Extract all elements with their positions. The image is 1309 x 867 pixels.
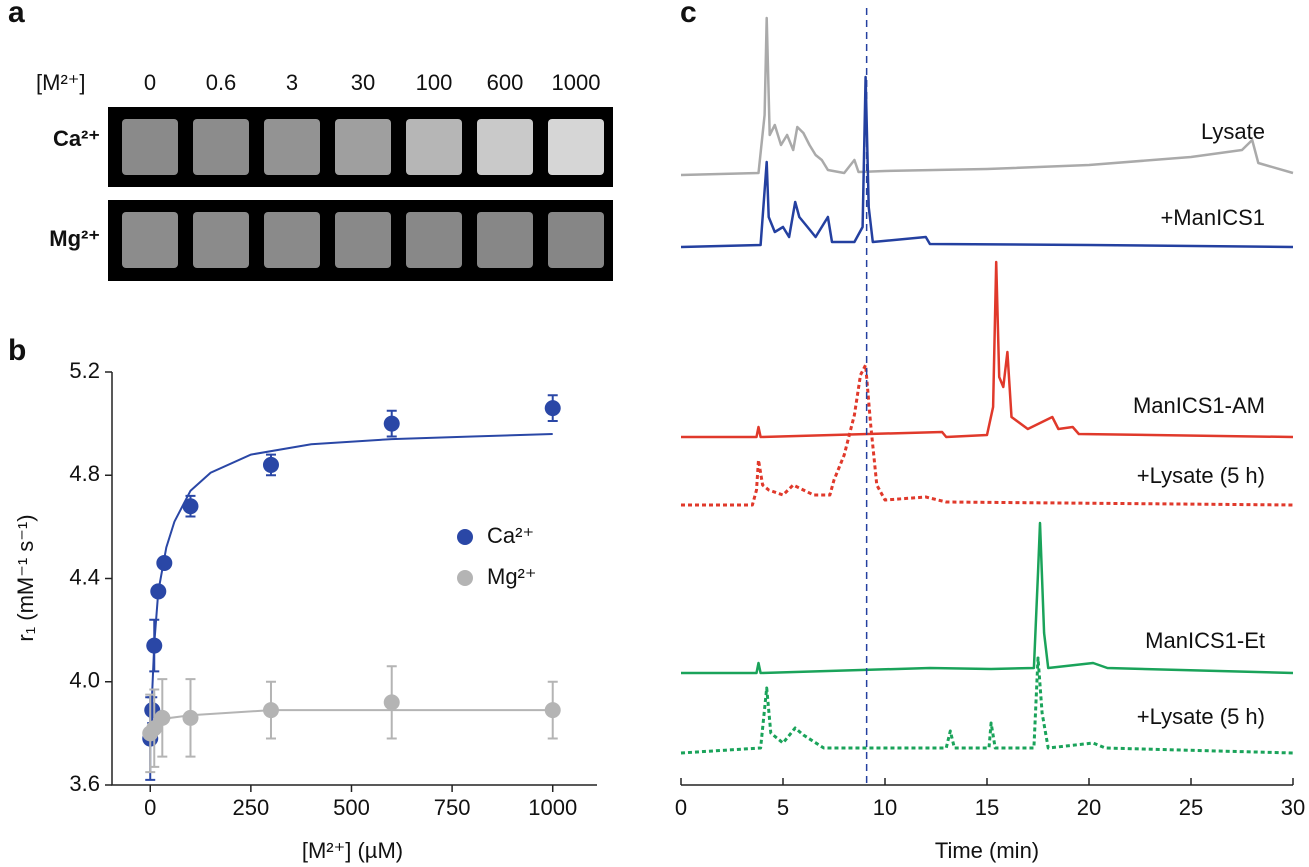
x-tick-label: 15 [975,795,999,820]
y-tick-label: 4.0 [69,668,100,693]
phantom [122,119,178,175]
legend-marker [457,529,473,545]
x-tick-label: 250 [232,795,269,820]
trace-label: +Lysate (5 h) [1137,704,1265,729]
phantom [406,119,462,175]
legend-label: Ca²⁺ [487,523,534,548]
point [182,498,199,515]
trace-label: Lysate [1201,119,1265,144]
trace [681,363,1294,507]
column-label: 600 [487,70,524,95]
column-label: 100 [416,70,453,95]
trace-label: +ManICS1 [1160,205,1265,230]
legend-marker [457,570,473,586]
phantom [193,212,249,268]
legend-label: Mg²⁺ [487,564,537,589]
point [262,702,279,719]
panel-label: a [8,0,25,29]
fit-line [149,433,553,739]
x-tick-label: 500 [333,795,370,820]
y-tick-label: 3.6 [69,771,100,796]
point [146,637,163,654]
column-label: 0.6 [206,70,237,95]
column-label: 3 [286,70,298,95]
row-label: Ca²⁺ [53,126,100,151]
point [383,694,400,711]
y-tick-label: 4.8 [69,461,100,486]
fit-line [149,709,553,735]
trace-label: ManICS1-AM [1133,393,1265,418]
point [262,456,279,473]
y-tick-label: 4.4 [69,564,100,589]
x-tick-label: 0 [144,795,156,820]
phantom [264,212,320,268]
column-label: 30 [351,70,375,95]
phantom [264,119,320,175]
x-axis-label: Time (min) [935,838,1039,863]
column-header: [M²⁺] [36,70,86,95]
phantom [406,212,462,268]
point [156,555,173,572]
row-label: Mg²⁺ [49,226,100,251]
point [150,583,167,600]
x-axis-label: [M²⁺] (µM) [302,838,403,863]
y-tick-label: 5.2 [69,358,100,383]
column-label: 1000 [552,70,601,95]
x-tick-label: 750 [434,795,471,820]
panel-label: c [680,0,697,29]
phantom [477,212,533,268]
phantom [193,119,249,175]
x-tick-label: 20 [1077,795,1101,820]
x-tick-label: 10 [873,795,897,820]
column-label: 0 [144,70,156,95]
phantom [335,119,391,175]
point [154,709,171,726]
phantom [548,119,604,175]
phantom [335,212,391,268]
trace-label: ManICS1-Et [1145,628,1265,653]
point [383,415,400,432]
phantom [548,212,604,268]
phantom [477,119,533,175]
x-tick-label: 5 [777,795,789,820]
trace-label: +Lysate (5 h) [1137,463,1265,488]
trace [681,260,1294,439]
trace [680,656,1294,755]
point [544,702,561,719]
x-tick-label: 0 [675,795,687,820]
trace [681,521,1294,675]
trace [680,16,1294,177]
y-axis-label: r₁ (mM⁻¹ s⁻¹) [13,514,38,641]
point [182,709,199,726]
phantom [122,212,178,268]
x-tick-label: 25 [1179,795,1203,820]
trace [680,75,1294,249]
panel-label: b [8,334,26,367]
point [544,400,561,417]
x-tick-label: 1000 [528,795,577,820]
x-tick-label: 30 [1281,795,1305,820]
